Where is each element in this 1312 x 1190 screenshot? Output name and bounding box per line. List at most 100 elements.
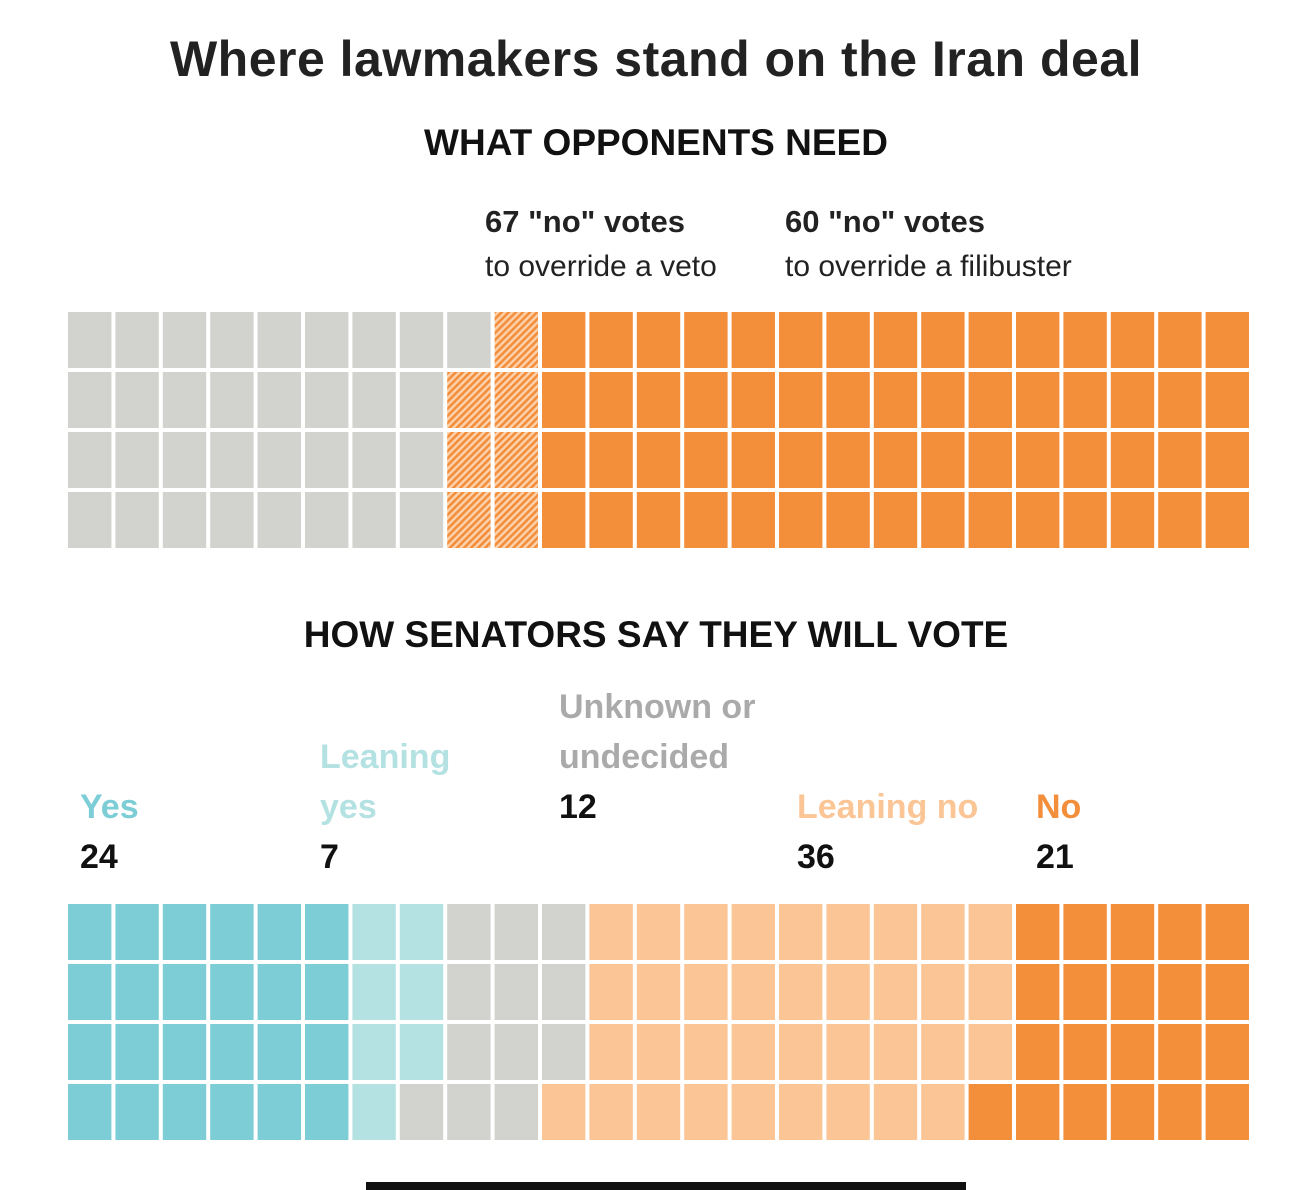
senators-no-cell: [1063, 1024, 1107, 1080]
opponents-filibuster-cell: [1110, 312, 1155, 368]
senators-no-cell: [1205, 964, 1249, 1020]
opponents-filibuster-cell: [731, 492, 775, 548]
senators-yes-cell: [115, 964, 159, 1020]
opponents-filibuster-cell: [968, 492, 1012, 548]
senators-leaning_no-cell: [826, 904, 870, 960]
senators-no-cell: [1063, 964, 1107, 1020]
opponents-other-cell: [210, 312, 254, 368]
senators-leaning_no-cell: [921, 964, 965, 1020]
senators-leaning_no-cell: [873, 1084, 918, 1140]
opponents-filibuster-cell: [1063, 492, 1107, 548]
senators-leaning_no-cell: [684, 904, 728, 960]
opponents-filibuster-cell: [684, 312, 728, 368]
senators-leaning_yes-cell: [352, 964, 396, 1020]
waffle-senator-votes: [68, 904, 1249, 1140]
opponents-filibuster-cell: [636, 312, 681, 368]
opponents-filibuster-cell: [1110, 372, 1155, 428]
senators-leaning_no-cell: [779, 904, 823, 960]
senators-no-cell: [1158, 904, 1202, 960]
senators-unknown-cell: [447, 904, 491, 960]
opponents-other-cell: [210, 372, 254, 428]
opponents-filibuster-cell: [1158, 312, 1202, 368]
opponents-filibuster-cell: [1158, 372, 1202, 428]
senators-unknown-cell: [494, 904, 538, 960]
opponents-other-cell: [210, 492, 254, 548]
opponents-filibuster-cell: [1205, 312, 1249, 368]
opponents-filibuster-cell: [779, 372, 823, 428]
veto-threshold-desc: to override a veto: [485, 250, 717, 283]
senators-unknown-cell: [399, 1084, 444, 1140]
opponents-other-cell: [115, 492, 159, 548]
opponents-filibuster-cell: [589, 432, 633, 488]
opponents-other-cell: [352, 432, 396, 488]
opponents-filibuster-cell: [968, 432, 1012, 488]
opponents-other-cell: [305, 372, 349, 428]
senators-leaning_no-cell: [731, 1084, 775, 1140]
senators-leaning_no-cell: [684, 1084, 728, 1140]
opponents-filibuster-cell: [921, 492, 965, 548]
opponents-filibuster-cell: [873, 372, 918, 428]
senators-unknown-cell: [542, 1024, 586, 1080]
legend-leaning-no-count: 36: [797, 838, 835, 876]
senators-leaning_no-cell: [826, 1084, 870, 1140]
opponents-filibuster-cell: [589, 312, 633, 368]
senators-leaning_no-cell: [826, 1024, 870, 1080]
opponents-veto_margin-cell: [494, 432, 538, 488]
legend-leaning-no-label: Leaning no: [797, 788, 979, 826]
opponents-other-cell: [399, 432, 444, 488]
legend-yes: Yes 24: [80, 782, 139, 882]
senators-no-cell: [1016, 1084, 1060, 1140]
senators-no-cell: [1158, 1084, 1202, 1140]
opponents-filibuster-cell: [1205, 432, 1249, 488]
veto-threshold-annotation: 67 "no" votes to override a veto: [485, 200, 717, 290]
senators-leaning_no-cell: [968, 964, 1012, 1020]
senators-unknown-cell: [447, 1084, 491, 1140]
filibuster-threshold-count: 60 "no" votes: [785, 204, 985, 239]
senators-leaning_no-cell: [684, 964, 728, 1020]
opponents-other-cell: [352, 312, 396, 368]
opponents-filibuster-cell: [542, 492, 586, 548]
opponents-filibuster-cell: [731, 372, 775, 428]
senators-yes-cell: [305, 904, 349, 960]
section-heading-opponents: WHAT OPPONENTS NEED: [424, 122, 888, 163]
opponents-other-cell: [305, 312, 349, 368]
legend-yes-label: Yes: [80, 788, 139, 826]
senators-leaning_no-cell: [921, 1024, 965, 1080]
legend-yes-count: 24: [80, 838, 118, 876]
opponents-filibuster-cell: [1016, 372, 1060, 428]
senators-no-cell: [1205, 1084, 1249, 1140]
senators-unknown-cell: [447, 1024, 491, 1080]
senators-leaning_yes-cell: [352, 904, 396, 960]
senators-unknown-cell: [494, 964, 538, 1020]
opponents-other-cell: [115, 312, 159, 368]
opponents-other-cell: [257, 312, 301, 368]
senators-leaning_no-cell: [873, 964, 918, 1020]
senators-leaning_no-cell: [968, 904, 1012, 960]
senators-leaning_no-cell: [826, 964, 870, 1020]
opponents-filibuster-cell: [968, 312, 1012, 368]
opponents-filibuster-cell: [921, 312, 965, 368]
opponents-filibuster-cell: [779, 492, 823, 548]
senators-leaning_no-cell: [542, 1084, 586, 1140]
senators-unknown-cell: [542, 964, 586, 1020]
senators-no-cell: [1205, 1024, 1249, 1080]
senators-leaning_no-cell: [589, 1084, 633, 1140]
opponents-filibuster-cell: [1063, 372, 1107, 428]
bottom-rule: [366, 1182, 966, 1190]
legend-no: No 21: [1036, 782, 1081, 882]
opponents-veto_margin-cell: [447, 492, 491, 548]
senators-yes-cell: [257, 964, 301, 1020]
opponents-filibuster-cell: [731, 312, 775, 368]
opponents-filibuster-cell: [1016, 492, 1060, 548]
opponents-filibuster-cell: [1063, 432, 1107, 488]
senators-yes-cell: [210, 964, 254, 1020]
opponents-other-cell: [257, 432, 301, 488]
senators-leaning_no-cell: [636, 904, 681, 960]
senators-unknown-cell: [494, 1024, 538, 1080]
opponents-filibuster-cell: [589, 372, 633, 428]
senators-yes-cell: [162, 964, 207, 1020]
opponents-filibuster-cell: [684, 372, 728, 428]
veto-threshold-count: 67 "no" votes: [485, 204, 685, 239]
chart-title: Where lawmakers stand on the Iran deal: [169, 31, 1143, 87]
legend-no-count: 21: [1036, 838, 1074, 876]
